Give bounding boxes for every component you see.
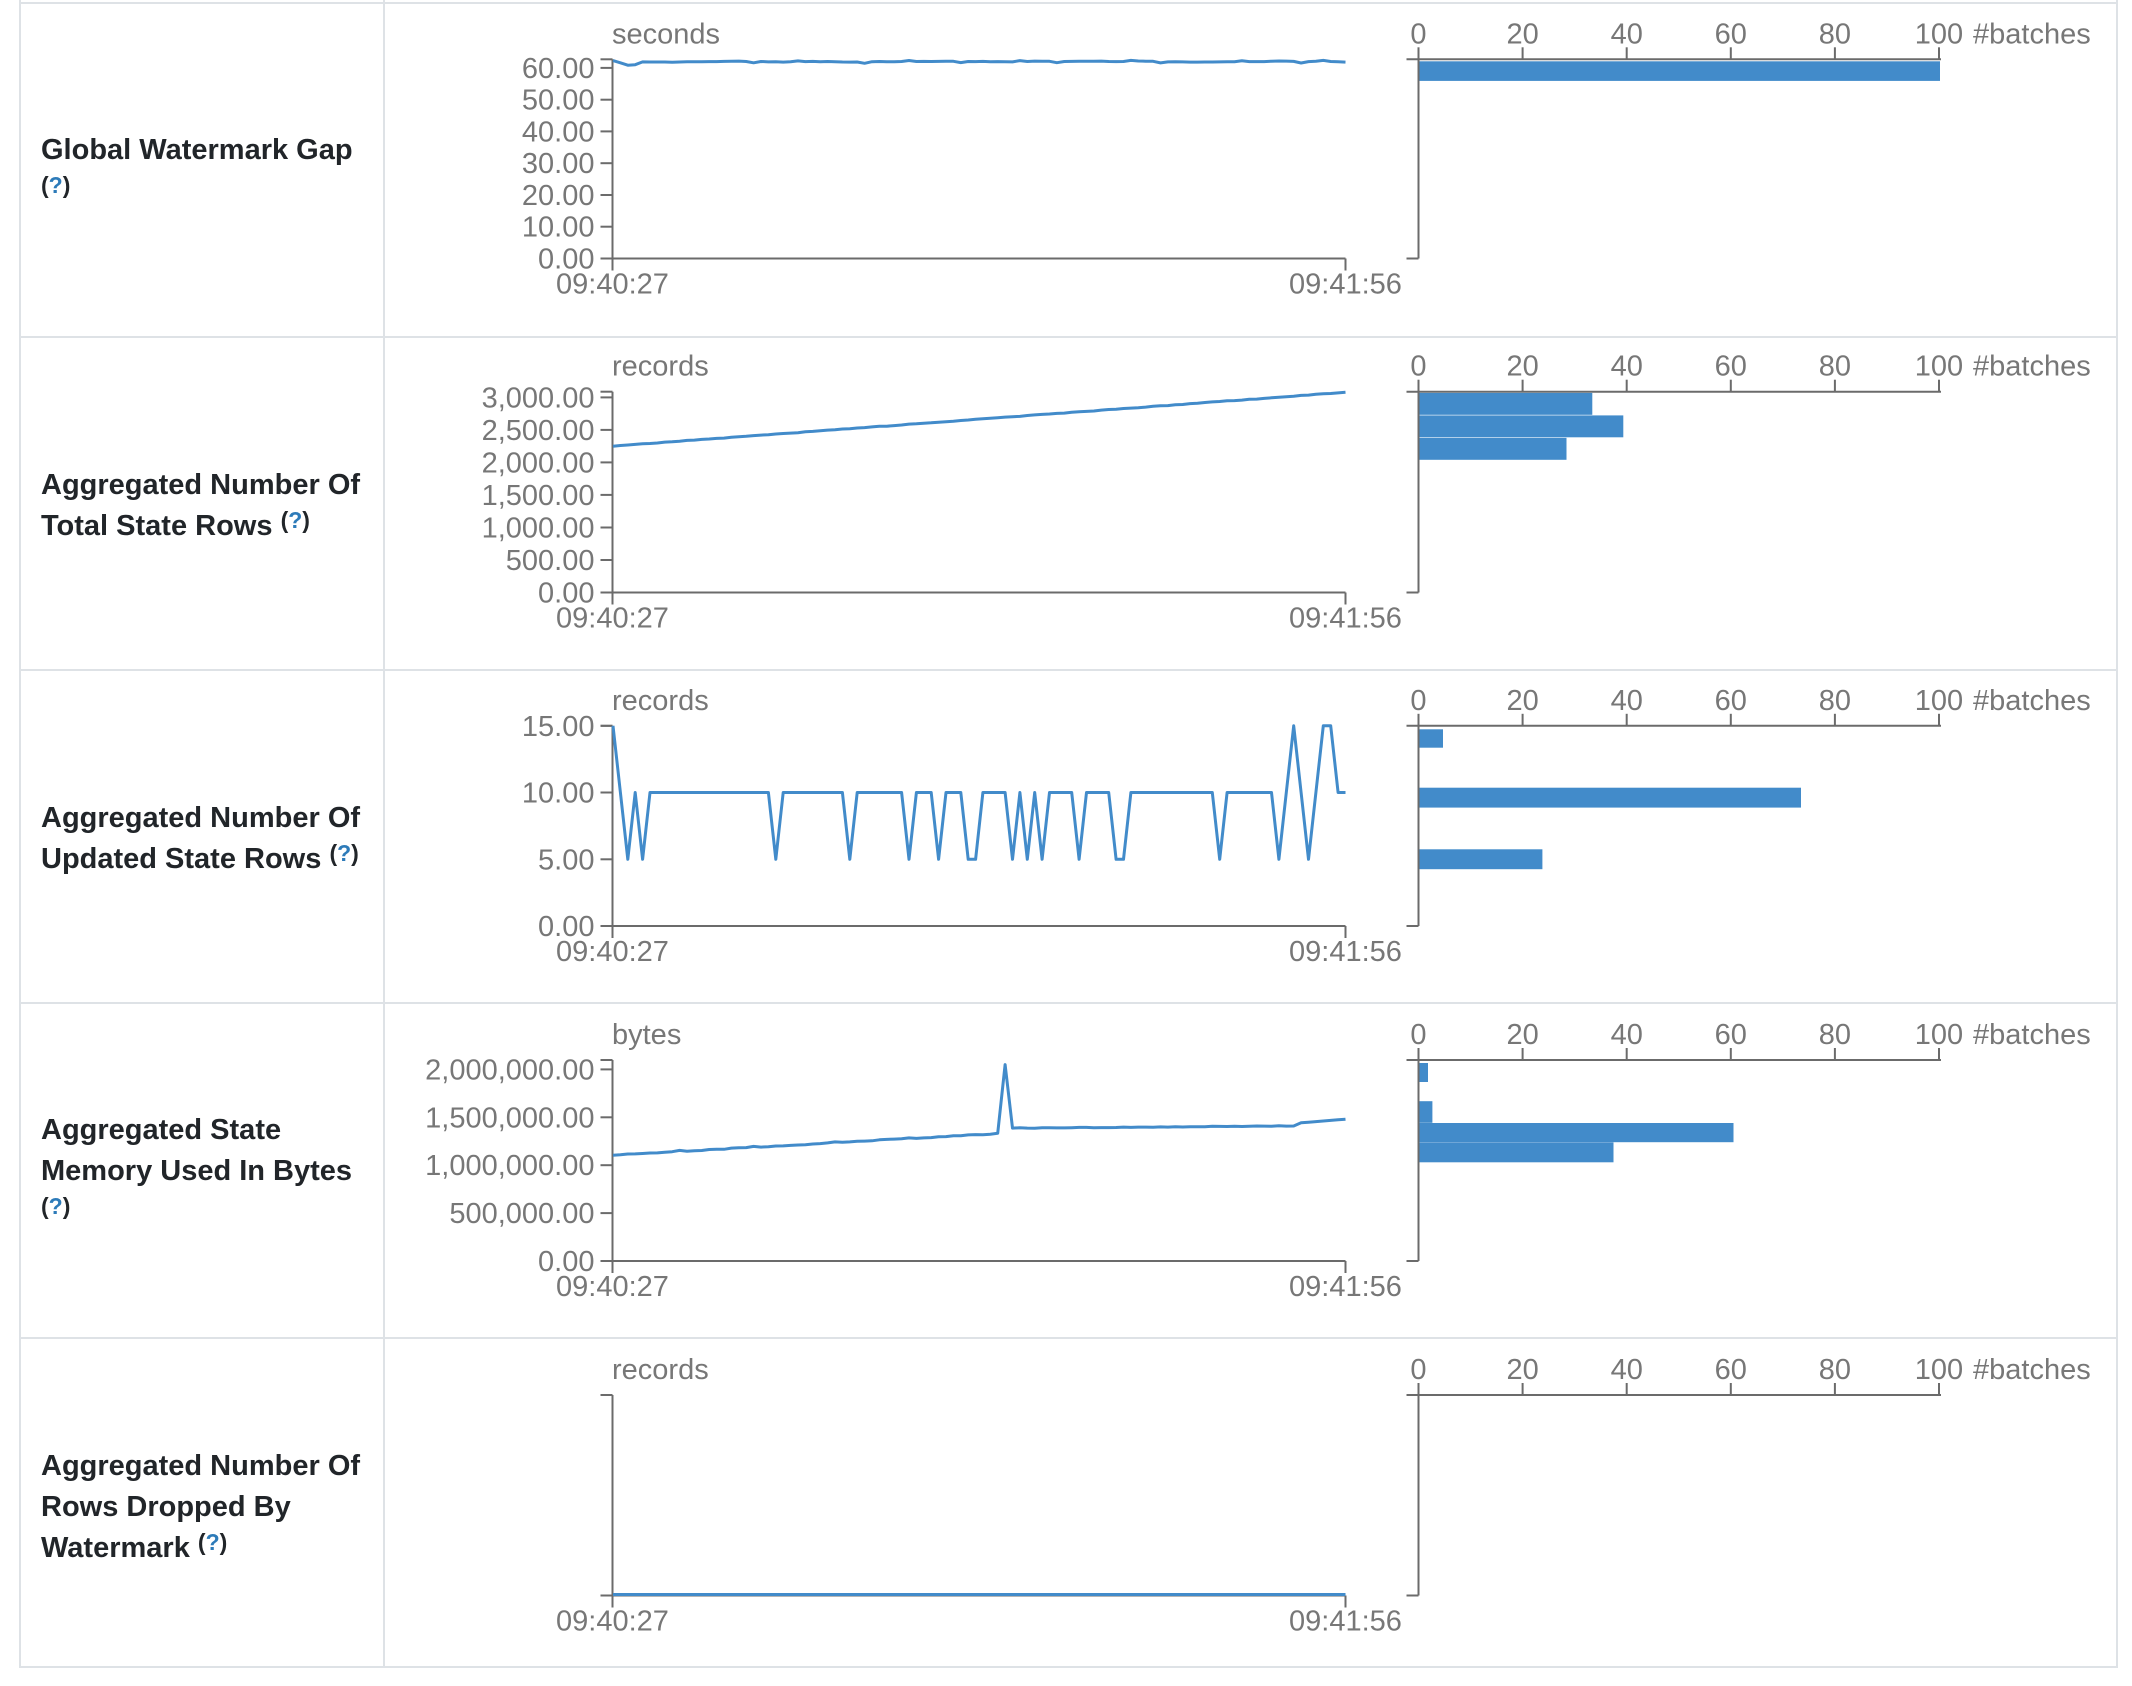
svg-text:100: 100 xyxy=(1915,685,1963,717)
svg-text:09:40:27: 09:40:27 xyxy=(556,269,669,301)
svg-text:0: 0 xyxy=(1410,1019,1426,1051)
svg-text:40.00: 40.00 xyxy=(522,116,595,148)
svg-text:80: 80 xyxy=(1819,685,1851,717)
svg-text:100: 100 xyxy=(1915,1354,1963,1386)
svg-text:500,000.00: 500,000.00 xyxy=(449,1198,594,1230)
svg-text:seconds: seconds xyxy=(612,18,720,50)
svg-text:1,500.00: 1,500.00 xyxy=(482,480,595,512)
svg-text:40: 40 xyxy=(1611,685,1643,717)
svg-text:#batches: #batches xyxy=(1973,1354,2091,1386)
svg-text:0: 0 xyxy=(1410,351,1426,383)
svg-text:2,500.00: 2,500.00 xyxy=(482,415,595,447)
svg-text:0: 0 xyxy=(1410,1354,1426,1386)
svg-text:#batches: #batches xyxy=(1973,18,2091,50)
svg-text:500.00: 500.00 xyxy=(506,545,595,577)
svg-text:30.00: 30.00 xyxy=(522,148,595,180)
svg-text:20: 20 xyxy=(1506,18,1538,50)
svg-text:09:41:56: 09:41:56 xyxy=(1289,1271,1402,1303)
svg-text:100: 100 xyxy=(1915,18,1963,50)
svg-text:0: 0 xyxy=(1410,685,1426,717)
svg-text:60: 60 xyxy=(1715,685,1747,717)
svg-text:0.00: 0.00 xyxy=(538,1246,594,1278)
svg-text:09:41:56: 09:41:56 xyxy=(1289,603,1402,635)
svg-text:2,000.00: 2,000.00 xyxy=(482,447,595,479)
svg-text:0.00: 0.00 xyxy=(538,578,594,610)
svg-text:40: 40 xyxy=(1611,1019,1643,1051)
svg-text:5.00: 5.00 xyxy=(538,844,594,876)
svg-text:20.00: 20.00 xyxy=(522,180,595,212)
svg-text:10.00: 10.00 xyxy=(522,212,595,244)
svg-text:#batches: #batches xyxy=(1973,1019,2091,1051)
svg-text:80: 80 xyxy=(1819,351,1851,383)
svg-text:100: 100 xyxy=(1915,1019,1963,1051)
svg-text:100: 100 xyxy=(1915,351,1963,383)
svg-text:80: 80 xyxy=(1819,1019,1851,1051)
svg-text:10.00: 10.00 xyxy=(522,778,595,810)
svg-text:80: 80 xyxy=(1819,18,1851,50)
svg-text:0: 0 xyxy=(1410,18,1426,50)
svg-text:09:40:27: 09:40:27 xyxy=(556,1271,669,1303)
svg-text:60: 60 xyxy=(1715,1019,1747,1051)
svg-text:09:40:27: 09:40:27 xyxy=(556,603,669,635)
svg-text:09:41:56: 09:41:56 xyxy=(1289,269,1402,301)
svg-text:#batches: #batches xyxy=(1973,685,2091,717)
svg-text:20: 20 xyxy=(1506,1019,1538,1051)
svg-text:50.00: 50.00 xyxy=(522,85,595,117)
svg-text:#batches: #batches xyxy=(1973,351,2091,383)
svg-text:40: 40 xyxy=(1611,1354,1643,1386)
svg-text:0.00: 0.00 xyxy=(538,911,594,943)
svg-text:records: records xyxy=(612,1354,709,1386)
svg-text:2,000,000.00: 2,000,000.00 xyxy=(425,1054,594,1086)
svg-text:60.00: 60.00 xyxy=(522,53,595,85)
svg-text:20: 20 xyxy=(1506,685,1538,717)
svg-text:09:40:27: 09:40:27 xyxy=(556,1606,669,1638)
svg-text:09:40:27: 09:40:27 xyxy=(556,936,669,968)
svg-text:0.00: 0.00 xyxy=(538,244,594,276)
svg-text:60: 60 xyxy=(1715,351,1747,383)
svg-text:records: records xyxy=(612,351,709,383)
svg-text:1,500,000.00: 1,500,000.00 xyxy=(425,1102,594,1134)
svg-text:15.00: 15.00 xyxy=(522,711,595,743)
svg-text:09:41:56: 09:41:56 xyxy=(1289,936,1402,968)
svg-text:40: 40 xyxy=(1611,18,1643,50)
svg-text:80: 80 xyxy=(1819,1354,1851,1386)
svg-text:20: 20 xyxy=(1506,1354,1538,1386)
svg-text:records: records xyxy=(612,685,709,717)
svg-text:1,000.00: 1,000.00 xyxy=(482,513,595,545)
svg-text:40: 40 xyxy=(1611,351,1643,383)
svg-text:60: 60 xyxy=(1715,1354,1747,1386)
svg-text:1,000,000.00: 1,000,000.00 xyxy=(425,1150,594,1182)
svg-text:3,000.00: 3,000.00 xyxy=(482,382,595,414)
svg-text:bytes: bytes xyxy=(612,1019,681,1051)
svg-text:60: 60 xyxy=(1715,18,1747,50)
svg-text:20: 20 xyxy=(1506,351,1538,383)
svg-text:09:41:56: 09:41:56 xyxy=(1289,1606,1402,1638)
